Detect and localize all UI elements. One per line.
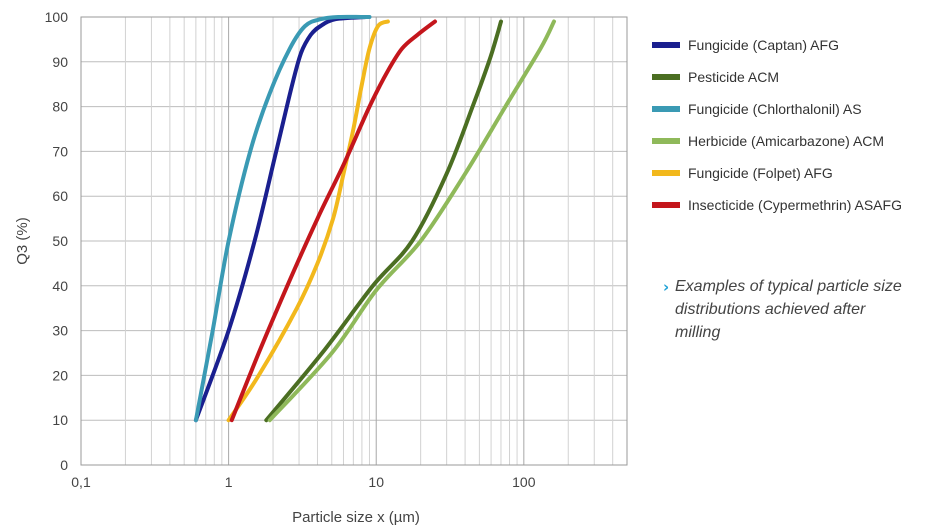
y-tick-label: 0 — [60, 457, 68, 473]
x-tick-label: 1 — [225, 474, 233, 490]
legend-swatch — [652, 42, 680, 49]
y-tick-label: 70 — [52, 143, 68, 159]
x-tick-label: 100 — [512, 474, 536, 490]
series-line-fungicide-chlorthalonil-as — [193, 14, 372, 423]
legend-label: Pesticide ACM — [688, 69, 780, 86]
note: › Examples of typical particle size dist… — [663, 275, 913, 344]
series-line-fungicide-folpet-afg — [226, 19, 390, 423]
series-line-pesticide-acm — [264, 19, 503, 423]
legend-item: Fungicide (Captan) AFG — [652, 34, 922, 56]
legend-swatch — [652, 138, 680, 145]
legend-swatch — [652, 170, 680, 177]
legend-label: Fungicide (Folpet) AFG — [688, 165, 833, 182]
legend-swatch — [652, 74, 680, 81]
chevron-right-icon: › — [663, 278, 670, 296]
y-tick-label: 100 — [45, 9, 69, 25]
legend: Fungicide (Captan) AFG Pesticide ACM Fungi… — [652, 34, 922, 226]
y-tick-label: 20 — [52, 367, 68, 383]
y-tick-label: 50 — [52, 233, 68, 249]
x-tick-label: 10 — [368, 474, 384, 490]
series-line-fungicide-captan-afg — [193, 15, 368, 423]
series-layer — [193, 14, 556, 423]
y-tick-label: 80 — [52, 99, 68, 115]
x-axis-title: Particle size x (µm) — [292, 509, 420, 526]
grid — [80, 16, 628, 466]
y-tick-label: 90 — [52, 54, 68, 70]
legend-swatch — [652, 106, 680, 113]
x-tick-label: 0,1 — [71, 474, 91, 490]
legend-item: Herbicide (Amicarbazone) ACM — [652, 130, 922, 152]
y-tick-label: 40 — [52, 278, 68, 294]
legend-item: Fungicide (Chlorthalonil) AS — [652, 98, 922, 120]
y-tick-label: 30 — [52, 323, 68, 339]
note-text: Examples of typical particle size distri… — [675, 278, 902, 341]
legend-label: Fungicide (Captan) AFG — [688, 37, 839, 54]
legend-label: Fungicide (Chlorthalonil) AS — [688, 101, 862, 118]
y-tick-label: 10 — [52, 412, 68, 428]
tick-labels: 0 10 20 30 40 50 60 70 80 90 100 0,1 1 10 100 — [45, 9, 536, 490]
y-axis-title: Q3 (%) — [14, 217, 31, 265]
legend-label: Insecticide (Cypermethrin) ASAFG — [688, 197, 902, 214]
legend-item: Insecticide (Cypermethrin) ASAFG — [652, 194, 922, 216]
series-line-herbicide-amicarbazone-acm — [267, 19, 556, 423]
legend-label: Herbicide (Amicarbazone) ACM — [688, 133, 885, 150]
legend-item: Pesticide ACM — [652, 66, 922, 88]
legend-swatch — [652, 202, 680, 209]
legend-item: Fungicide (Folpet) AFG — [652, 162, 922, 184]
series-line-insecticide-cypermethrin-asafg — [229, 19, 437, 423]
y-tick-label: 60 — [52, 188, 68, 204]
